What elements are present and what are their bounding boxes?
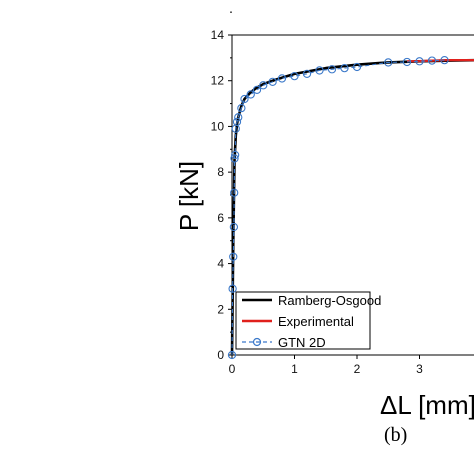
data-point-gtn-2d (240, 94, 249, 104)
x-tick-label: 1 (291, 362, 298, 376)
data-point-gtn-2d (229, 222, 239, 232)
x-axis-ticks: 01234 (229, 355, 423, 376)
y-tick-label: 0 (217, 348, 224, 362)
data-point-gtn-2d (229, 252, 238, 261)
series-layer (227, 55, 474, 360)
data-point-gtn-2d (227, 350, 237, 360)
data-point-gtn-2d (230, 154, 239, 163)
y-tick-label: 10 (211, 119, 225, 133)
data-point-gtn-2d (440, 55, 449, 65)
y-tick-label: 6 (217, 211, 224, 225)
y-tick-label: 2 (217, 302, 224, 316)
data-point-gtn-2d (415, 57, 424, 66)
data-point-gtn-2d (237, 103, 246, 113)
legend: Ramberg-Osgood Experimental GTN 2D (235, 291, 381, 350)
x-tick-label: 0 (229, 362, 236, 376)
data-point-gtn-2d (384, 58, 393, 67)
x-tick-label: 3 (416, 362, 423, 376)
data-point-gtn-2d (327, 65, 337, 74)
data-point-gtn-2d (230, 188, 239, 197)
data-point-gtn-2d (402, 57, 412, 67)
data-point-gtn-2d (268, 77, 277, 87)
data-point-gtn-2d (252, 85, 262, 95)
y-tick-label: 14 (211, 28, 225, 42)
data-point-gtn-2d (259, 81, 268, 90)
y-tick-label: 8 (217, 165, 224, 179)
legend-label-gtn-2d: GTN 2D (278, 335, 326, 350)
data-point-gtn-2d (290, 71, 299, 81)
data-point-gtn-2d (232, 117, 242, 127)
data-point-gtn-2d (315, 66, 324, 75)
figure-caption: (b) (384, 424, 407, 446)
x-tick-label: 2 (354, 362, 361, 376)
data-point-gtn-2d (352, 62, 362, 72)
y-axis-ticks: 0 2 4 6 8 10 12 14 (211, 11, 232, 362)
data-point-gtn-2d (228, 284, 237, 293)
y-tick-label: 12 (211, 74, 225, 88)
legend-label-ramberg-osgood: Ramberg-Osgood (278, 293, 381, 308)
data-point-gtn-2d (302, 69, 312, 79)
y-axis-label: P [kN] (174, 161, 204, 231)
data-point-gtn-2d (277, 74, 287, 83)
legend-label-experimental: Experimental (278, 314, 354, 329)
data-point-gtn-2d (230, 150, 240, 160)
x-axis-label: ΔL [mm] (380, 390, 474, 420)
legend-marker-gtn-2d (252, 337, 262, 347)
data-point-gtn-2d (340, 63, 349, 73)
y-tick-label: 4 (217, 257, 224, 271)
data-point-gtn-2d (427, 56, 437, 65)
data-point-gtn-2d (234, 113, 243, 122)
data-point-gtn-2d (246, 90, 255, 99)
